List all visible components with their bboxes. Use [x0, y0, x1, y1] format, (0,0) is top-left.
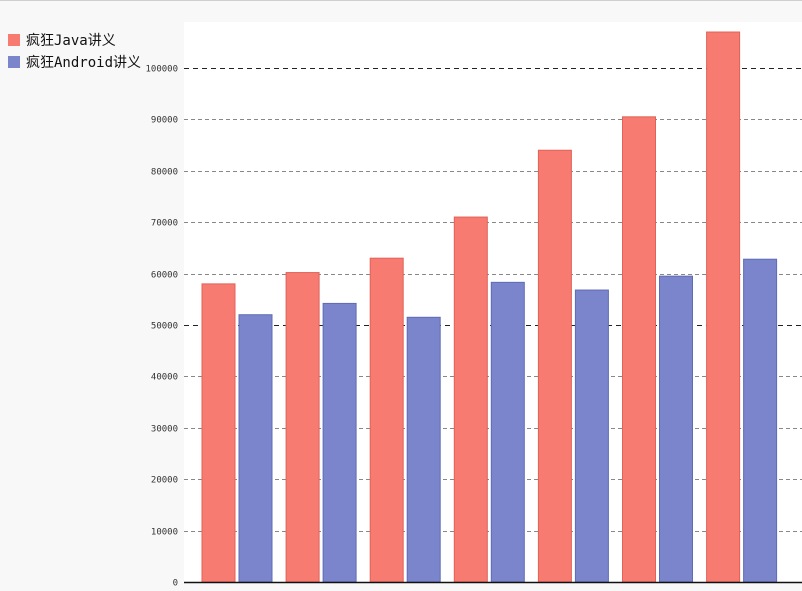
y-axis-tick-labels: 0 10000 20000 30000 40000 50000 60000 70000 8000… — [145, 65, 178, 589]
y-tick-label: 80000 — [151, 168, 178, 178]
bar-android — [659, 275, 693, 583]
window-top-border — [0, 0, 802, 1]
y-tick-label: 70000 — [151, 219, 178, 229]
legend-item-android: 疯狂Android讲义 — [8, 51, 141, 73]
y-tick-label: 60000 — [151, 271, 178, 281]
bar-android — [406, 316, 441, 583]
bar-java — [706, 31, 741, 583]
legend-label-java: 疯狂Java讲义 — [26, 33, 116, 49]
legend-item-java: 疯狂Java讲义 — [8, 29, 141, 51]
bar-android — [574, 289, 609, 583]
bar-java — [537, 149, 572, 583]
bar-java — [453, 216, 488, 583]
bar-android — [490, 281, 525, 583]
bars — [201, 31, 778, 583]
legend: 疯狂Java讲义 疯狂Android讲义 — [8, 29, 141, 73]
bar-java — [201, 283, 236, 583]
bar-android — [743, 258, 778, 583]
y-tick-label: 0 — [173, 579, 178, 589]
y-tick-label: 90000 — [151, 116, 178, 126]
y-tick-label: 100000 — [145, 65, 178, 75]
y-tick-label: 20000 — [151, 476, 178, 486]
y-tick-label: 10000 — [151, 528, 178, 538]
legend-swatch-java — [8, 34, 20, 46]
y-tick-label: 40000 — [151, 373, 178, 383]
legend-swatch-android — [8, 56, 20, 68]
bar-java — [622, 116, 656, 583]
legend-label-android: 疯狂Android讲义 — [26, 55, 142, 71]
bar-java — [285, 272, 320, 583]
bar-android — [322, 302, 357, 583]
bar-java — [369, 257, 404, 583]
y-tick-label: 30000 — [151, 425, 178, 435]
y-tick-label: 50000 — [151, 322, 178, 332]
bar-android — [238, 314, 273, 583]
